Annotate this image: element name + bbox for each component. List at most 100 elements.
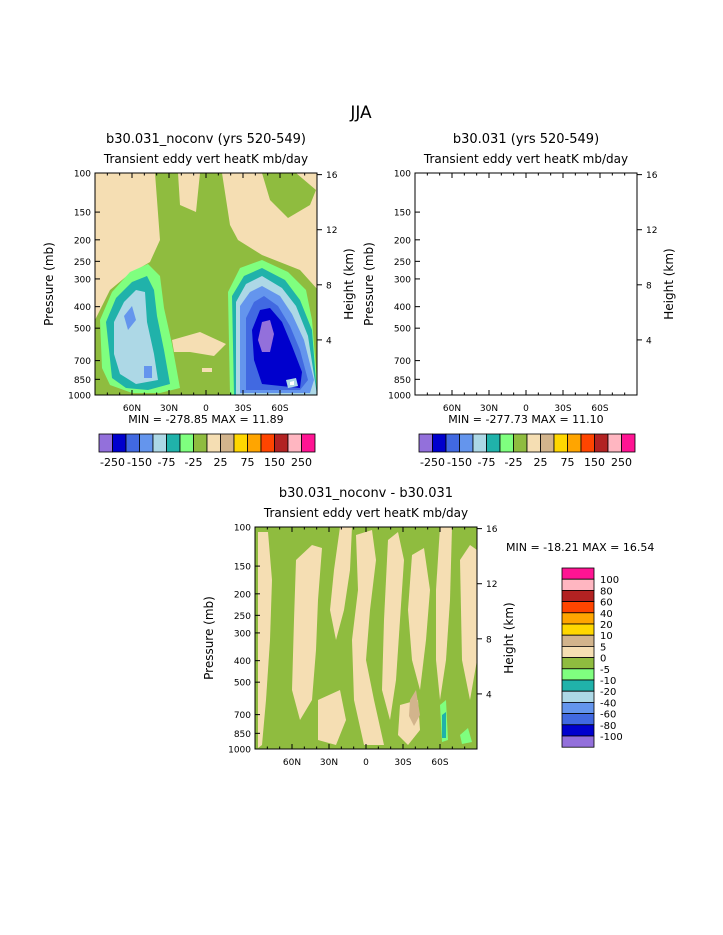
x-tick-label: 30N xyxy=(160,404,178,414)
contour-field xyxy=(255,527,477,749)
panel-subtitle: Transient eddy vert heatK mb/day xyxy=(423,152,628,166)
colorbar-swatch xyxy=(499,433,514,453)
colorbar-label: -25 xyxy=(505,456,523,469)
contour-level xyxy=(409,690,420,726)
y2-tick-label: 4 xyxy=(326,336,332,346)
colorbar-swatch xyxy=(561,634,595,647)
colorbar-swatch xyxy=(459,433,474,453)
stats-label: MIN = -18.21 MAX = 16.54 xyxy=(506,541,654,554)
y-tick-label: 200 xyxy=(74,236,91,246)
contour-region-positive xyxy=(292,545,322,720)
y-tick-label: 500 xyxy=(234,679,251,689)
colorbar-swatch xyxy=(220,433,235,453)
x-tick-label: 0 xyxy=(203,404,209,414)
y2-tick-label: 8 xyxy=(326,281,332,291)
colorbar-swatch xyxy=(561,612,595,625)
y-tick-label: 850 xyxy=(74,376,91,386)
contour-field xyxy=(415,173,638,395)
y-tick-label: 150 xyxy=(394,209,411,219)
y2-axis-label: Height (km) xyxy=(342,248,356,319)
contour-region-positive xyxy=(436,527,452,700)
panel-title: b30.031_noconv (yrs 520-549) xyxy=(106,132,306,147)
colorbar-label: 80 xyxy=(600,586,613,597)
colorbar-label: -100 xyxy=(600,732,623,743)
contour-region-near-zero-top xyxy=(582,173,636,218)
contour-region-positive xyxy=(172,332,226,356)
contour-level xyxy=(604,376,618,388)
colorbar-swatch xyxy=(607,433,622,453)
y-axis-label: Pressure (mb) xyxy=(202,596,216,680)
colorbar-label: 75 xyxy=(561,456,575,469)
colorbar-swatch xyxy=(513,433,528,453)
colorbar-swatch xyxy=(561,590,595,603)
x-tick-label: 60S xyxy=(591,404,608,414)
colorbar-swatch xyxy=(580,433,595,453)
contour-level xyxy=(444,306,456,330)
colorbar-swatch xyxy=(472,433,487,453)
colorbar-label: -5 xyxy=(600,665,610,676)
field-background xyxy=(415,173,637,395)
y2-axis-label: Height (km) xyxy=(502,602,516,673)
x-tick-label: 60N xyxy=(443,404,461,414)
colorbar-swatch xyxy=(561,679,595,692)
colorbar-label: 250 xyxy=(611,456,632,469)
y-tick-label: 700 xyxy=(394,357,411,367)
contour-region-positive xyxy=(258,532,272,748)
colorbar-swatch xyxy=(540,433,555,453)
colorbar-swatch xyxy=(561,601,595,614)
colorbar-swatch xyxy=(152,433,167,453)
y-tick-label: 150 xyxy=(74,209,91,219)
colorbar-swatch xyxy=(98,433,113,453)
y-tick-label: 500 xyxy=(74,325,91,335)
contour-level xyxy=(442,712,446,738)
colorbar-swatch xyxy=(526,433,541,453)
y-tick-label: 1000 xyxy=(68,392,91,402)
colorbar-swatch xyxy=(206,433,221,453)
x-tick-label: 30S xyxy=(554,404,571,414)
y2-tick-label: 12 xyxy=(486,580,497,590)
colorbar-swatch xyxy=(233,433,248,453)
y-tick-label: 1000 xyxy=(228,746,251,756)
y-tick-label: 400 xyxy=(394,303,411,313)
colorbar-swatch xyxy=(486,433,501,453)
contour-level xyxy=(290,381,294,385)
colorbar-label: 25 xyxy=(214,456,228,469)
y2-tick-label: 4 xyxy=(646,336,652,346)
y-tick-label: 250 xyxy=(74,258,91,268)
colorbar-swatch xyxy=(567,433,582,453)
colorbar-label: 250 xyxy=(291,456,312,469)
colorbar-swatch xyxy=(193,433,208,453)
colorbar-swatch xyxy=(179,433,194,453)
contour-region-positive xyxy=(460,545,477,700)
colorbar-label: 40 xyxy=(600,609,613,620)
colorbar-swatch xyxy=(561,735,595,748)
y-tick-label: 1000 xyxy=(388,392,411,402)
contour-level xyxy=(426,276,490,390)
colorbar-swatch xyxy=(561,713,595,726)
colorbar-label: -150 xyxy=(127,456,152,469)
colorbar-label: 75 xyxy=(241,456,255,469)
contour-level xyxy=(258,320,274,352)
colorbar-swatch xyxy=(418,433,433,453)
y-tick-label: 700 xyxy=(74,357,91,367)
contour-level xyxy=(572,308,622,388)
colorbar-swatch xyxy=(445,433,460,453)
colorbar-label: -75 xyxy=(478,456,496,469)
panel-noconv: b30.031_noconv (yrs 520-549) Transient e… xyxy=(94,132,318,396)
colorbar-swatch xyxy=(139,433,154,453)
colorbar-swatch xyxy=(561,724,595,737)
colorbar-label: 20 xyxy=(600,620,613,631)
panel-title: b30.031 (yrs 520-549) xyxy=(453,132,599,147)
contour-level xyxy=(566,296,628,390)
y-tick-label: 400 xyxy=(234,657,251,667)
contour-level xyxy=(548,260,637,395)
contour-region-positive xyxy=(318,690,346,745)
colorbar-label: -40 xyxy=(600,698,616,709)
y2-tick-label: 16 xyxy=(646,171,658,181)
colorbar-swatch xyxy=(561,668,595,681)
colorbar-swatch xyxy=(553,433,568,453)
y2-tick-label: 12 xyxy=(326,226,337,236)
contour-level xyxy=(460,728,472,744)
y-tick-label: 850 xyxy=(234,730,251,740)
